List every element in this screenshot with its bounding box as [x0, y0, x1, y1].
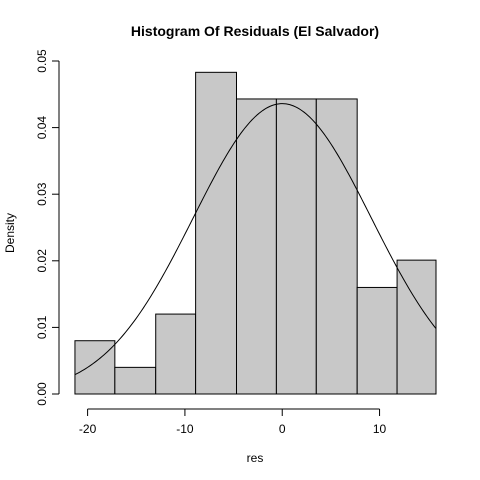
y-tick-label: 0.05: [35, 49, 49, 73]
chart-title: Histogram Of Residuals (El Salvador): [131, 23, 379, 39]
bars-group: [74, 71, 437, 395]
histogram-bar-7: [315, 98, 358, 395]
histogram-bar-6: [275, 98, 317, 395]
x-tick-label: -20: [79, 422, 97, 436]
x-axis: -20 -10 0 10: [79, 408, 387, 436]
x-tick-label: 0: [279, 422, 286, 436]
y-tick-label: 0.00: [35, 382, 49, 406]
y-tick-label: 0.04: [35, 116, 49, 140]
histogram-bar-3: [155, 313, 197, 395]
x-tick-label: 10: [373, 422, 387, 436]
normal-density-curve: [74, 103, 437, 376]
y-axis: 0.00 0.01 0.02 0.03 0.04 0.05: [35, 49, 60, 406]
x-tick-label: -10: [176, 422, 194, 436]
histogram-bar-5: [235, 98, 277, 395]
histogram-bar-8: [356, 286, 398, 395]
histogram-bar-9: [396, 259, 437, 395]
histogram-bar-2: [114, 366, 157, 395]
histogram-bar-1: [74, 340, 116, 395]
histogram-bar-4: [195, 71, 237, 395]
y-axis-label: Density: [3, 213, 17, 253]
x-axis-label: res: [247, 451, 264, 465]
y-tick-label: 0.02: [35, 249, 49, 273]
y-tick-label: 0.01: [35, 315, 49, 339]
y-tick-label: 0.03: [35, 182, 49, 206]
